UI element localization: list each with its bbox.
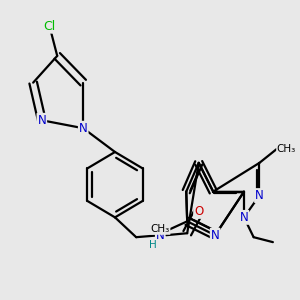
Text: N: N — [38, 114, 46, 127]
Text: N: N — [211, 229, 220, 242]
Text: H: H — [149, 240, 156, 250]
Text: CH₃: CH₃ — [151, 224, 170, 234]
Text: N: N — [156, 229, 165, 242]
Text: O: O — [194, 205, 203, 218]
Text: CH₃: CH₃ — [277, 144, 296, 154]
Text: Cl: Cl — [44, 20, 56, 33]
Text: N: N — [79, 122, 88, 135]
Text: N: N — [240, 211, 248, 224]
Text: N: N — [255, 189, 264, 202]
